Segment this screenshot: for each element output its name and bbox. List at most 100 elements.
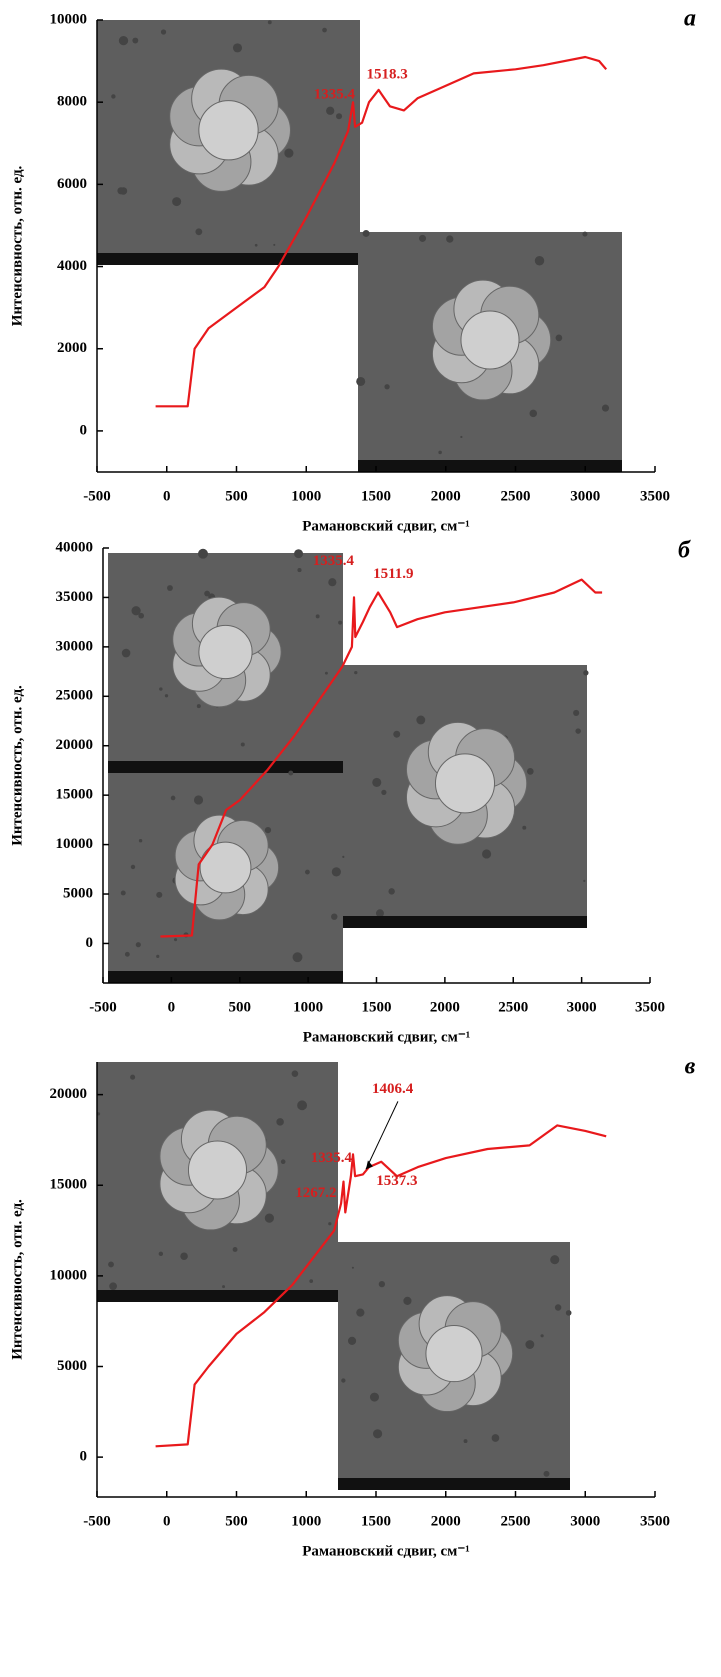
sem-speck bbox=[117, 187, 124, 194]
x-tick-label: 1500 bbox=[361, 488, 391, 504]
x-tick-label: 1000 bbox=[293, 999, 323, 1015]
x-tick-label: 2500 bbox=[498, 999, 528, 1015]
sem-crystal bbox=[435, 754, 494, 813]
sem-info-bar bbox=[358, 460, 622, 472]
sem-crystal bbox=[461, 311, 519, 369]
sem-speck bbox=[174, 938, 177, 941]
peak-label: 1537.3 bbox=[376, 1173, 417, 1189]
x-axis-label: Рамановский сдвиг, см⁻¹ bbox=[303, 1029, 471, 1045]
sem-crystal bbox=[426, 1326, 482, 1382]
y-tick-label: 8000 bbox=[57, 94, 87, 110]
sem-speck bbox=[582, 232, 587, 237]
sem-image-inset bbox=[338, 1242, 572, 1490]
sem-speck bbox=[161, 29, 166, 34]
sem-speck bbox=[460, 436, 462, 438]
sem-speck bbox=[555, 1304, 561, 1310]
sem-speck bbox=[352, 1267, 354, 1269]
y-axis-label: Интенсивность, отн. ед. bbox=[9, 165, 25, 326]
peak-label: 1267.2 bbox=[295, 1185, 336, 1201]
sem-speck bbox=[438, 451, 442, 455]
sem-speck bbox=[132, 38, 138, 44]
x-tick-label: 3000 bbox=[570, 488, 600, 504]
sem-speck bbox=[529, 410, 537, 418]
sem-image-inset bbox=[342, 665, 588, 928]
sem-speck bbox=[354, 671, 357, 674]
x-tick-label: 3000 bbox=[570, 1513, 600, 1529]
y-tick-label: 25000 bbox=[56, 688, 94, 704]
sem-speck bbox=[583, 880, 585, 882]
sem-speck bbox=[233, 1247, 238, 1252]
sem-speck bbox=[195, 228, 202, 235]
sem-image-inset bbox=[97, 1062, 338, 1302]
sem-speck bbox=[356, 1308, 364, 1316]
sem-speck bbox=[297, 1100, 307, 1110]
sem-speck bbox=[309, 1279, 313, 1283]
sem-speck bbox=[326, 107, 334, 115]
x-tick-label: 2000 bbox=[430, 999, 460, 1015]
x-axis-label: Рамановский сдвиг, см⁻¹ bbox=[302, 1543, 470, 1559]
y-tick-label: 2000 bbox=[57, 340, 87, 356]
sem-speck bbox=[388, 888, 394, 894]
x-tick-label: -500 bbox=[83, 488, 111, 504]
sem-speck bbox=[370, 1393, 379, 1402]
peak-label: 1335.4 bbox=[313, 553, 355, 569]
y-tick-label: 10000 bbox=[50, 1267, 88, 1283]
sem-speck bbox=[325, 672, 328, 675]
x-tick-label: 500 bbox=[229, 999, 252, 1015]
panel-label: в bbox=[685, 1054, 696, 1080]
y-tick-label: 40000 bbox=[56, 539, 94, 555]
sem-speck bbox=[348, 1337, 356, 1345]
sem-speck bbox=[372, 778, 381, 787]
sem-crystal bbox=[199, 625, 252, 678]
sem-speck bbox=[492, 1434, 500, 1442]
x-tick-label: 1500 bbox=[362, 999, 392, 1015]
y-tick-label: 0 bbox=[80, 422, 88, 438]
sem-speck bbox=[122, 649, 131, 658]
y-tick-label: 20000 bbox=[56, 737, 94, 753]
sem-speck bbox=[522, 826, 526, 830]
sem-speck bbox=[265, 1214, 274, 1223]
x-tick-label: 0 bbox=[168, 999, 176, 1015]
sem-speck bbox=[125, 952, 130, 957]
x-tick-label: -500 bbox=[83, 1513, 111, 1529]
y-tick-label: 20000 bbox=[50, 1086, 88, 1102]
sem-speck bbox=[159, 1252, 163, 1256]
sem-speck bbox=[131, 606, 140, 615]
x-tick-label: 0 bbox=[163, 1513, 171, 1529]
sem-speck bbox=[527, 768, 534, 775]
sem-speck bbox=[316, 614, 320, 618]
sem-speck bbox=[305, 870, 310, 875]
sem-speck bbox=[159, 687, 162, 690]
sem-image-inset bbox=[108, 771, 343, 983]
peak-label: 1335.4 bbox=[314, 87, 356, 103]
figure: -500050010001500200025003000350002000400… bbox=[0, 0, 721, 1677]
sem-speck bbox=[241, 742, 245, 746]
sem-speck bbox=[109, 1282, 117, 1290]
sem-info-bar bbox=[108, 761, 343, 773]
y-tick-label: 4000 bbox=[57, 258, 87, 274]
sem-info-bar bbox=[97, 1290, 338, 1302]
sem-speck bbox=[293, 952, 303, 962]
sem-speck bbox=[322, 28, 327, 33]
y-tick-label: 5000 bbox=[57, 1358, 87, 1374]
panel-label: а bbox=[684, 6, 696, 32]
sem-speck bbox=[156, 892, 162, 898]
sem-speck bbox=[550, 1255, 559, 1264]
sem-speck bbox=[583, 670, 588, 675]
sem-speck bbox=[292, 1070, 299, 1077]
sem-speck bbox=[130, 1075, 135, 1080]
sem-speck bbox=[121, 891, 126, 896]
sem-image-inset bbox=[356, 230, 622, 472]
sem-speck bbox=[288, 771, 293, 776]
sem-speck bbox=[341, 1378, 345, 1382]
sem-speck bbox=[419, 235, 426, 242]
sem-speck bbox=[233, 43, 242, 52]
x-tick-label: 2000 bbox=[431, 488, 461, 504]
panel-label: б bbox=[678, 538, 691, 564]
sem-speck bbox=[194, 795, 203, 804]
sem-speck bbox=[403, 1297, 411, 1305]
sem-speck bbox=[416, 716, 425, 725]
sem-speck bbox=[541, 1334, 544, 1337]
sem-speck bbox=[373, 1429, 382, 1438]
x-tick-label: 1500 bbox=[361, 1513, 391, 1529]
